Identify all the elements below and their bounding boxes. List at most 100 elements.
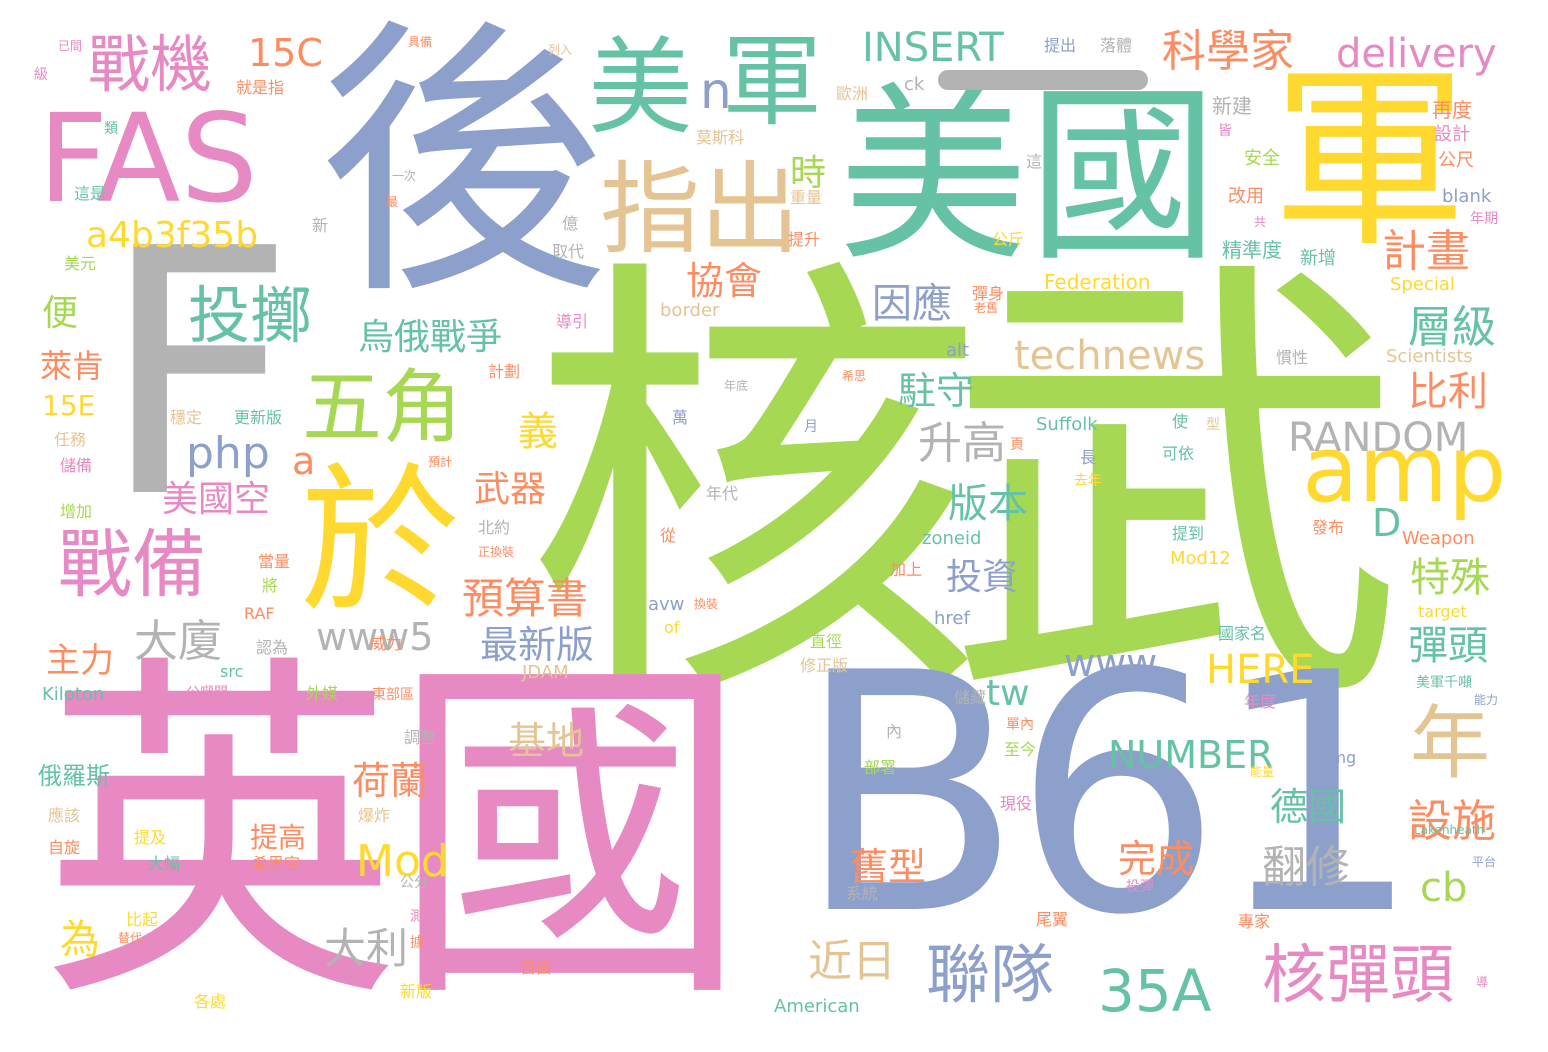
word: 類 — [104, 121, 118, 137]
word: alt — [946, 340, 970, 361]
word: 比利 — [1408, 369, 1488, 415]
word: technews — [1014, 333, 1206, 379]
word: 指出 — [600, 151, 800, 268]
word: 俄羅斯 — [38, 762, 110, 790]
word: 軍 — [722, 23, 822, 140]
word: 公分 — [400, 875, 428, 891]
word: 更新版 — [234, 408, 283, 427]
word: 協會 — [686, 259, 763, 303]
word: 替代 — [118, 931, 143, 945]
word: 使 — [1172, 412, 1189, 431]
word: 美軍千噸 — [1416, 675, 1472, 691]
word: Federation — [1044, 270, 1151, 294]
word: 預算書 — [462, 574, 589, 623]
word: 莫斯科 — [696, 128, 745, 147]
word: 億 — [562, 214, 579, 233]
word: 重量 — [790, 188, 823, 207]
word: 能力 — [1474, 693, 1499, 707]
word: img — [1326, 748, 1357, 767]
word: 測試 — [410, 909, 438, 925]
word: 公噸間 — [186, 685, 228, 701]
word: 35A — [1098, 957, 1212, 1025]
word: 自由 — [520, 958, 553, 977]
word: 提升 — [788, 230, 821, 249]
word: 級 — [34, 67, 48, 83]
word: 烏俄戰爭 — [358, 317, 503, 358]
word: 外媒 — [306, 684, 339, 703]
word: 主力 — [46, 641, 114, 681]
word: ck — [904, 74, 925, 95]
word: 投彈 — [1126, 879, 1154, 895]
word: www5 — [316, 615, 434, 659]
word: 當量 — [258, 552, 291, 571]
word: 近日 — [808, 936, 896, 987]
word: 年度 — [1244, 692, 1277, 711]
word: php — [186, 428, 270, 479]
word: 完成 — [1118, 837, 1195, 881]
word: 能量 — [1250, 765, 1275, 779]
word: border — [660, 300, 720, 321]
word: 應該 — [48, 806, 81, 825]
word: 預計 — [428, 455, 453, 469]
word: 頁 — [1010, 437, 1024, 453]
word: 核武 — [525, 224, 1405, 759]
word: 一次 — [392, 169, 417, 183]
word: 已間 — [58, 39, 83, 53]
word: 具備 — [408, 35, 433, 49]
word: Kiloton — [42, 684, 105, 705]
word: 比起 — [126, 910, 159, 929]
word: American — [774, 996, 860, 1017]
word: 駐守 — [898, 369, 975, 413]
word: 從 — [660, 526, 677, 545]
word: delivery — [1336, 31, 1497, 77]
word: Mod12 — [1170, 548, 1231, 569]
word: 舊型 — [850, 845, 927, 889]
word: target — [1418, 602, 1467, 621]
word: 換裝 — [694, 597, 719, 611]
word: 直徑 — [810, 632, 843, 651]
word: 任務 — [54, 430, 87, 449]
word: 美國空 — [162, 479, 271, 520]
word: 歐洲 — [836, 84, 869, 103]
word: 大利 — [324, 924, 409, 973]
word: src — [220, 662, 244, 681]
word: of — [664, 618, 680, 637]
word: 彈身 — [972, 284, 1005, 303]
word: 專家 — [1238, 912, 1271, 931]
word: 層級 — [1408, 302, 1496, 353]
word: 戰機 — [88, 28, 213, 101]
word: 荷蘭 — [352, 759, 429, 803]
word: INSERT — [862, 25, 1004, 71]
word: 聯隊 — [926, 939, 1054, 1013]
word: 義 — [518, 409, 558, 455]
word: 英國 — [40, 626, 750, 1045]
word: 希思空 — [252, 854, 301, 873]
word: 於 — [300, 448, 461, 635]
word: 尾翼 — [1036, 910, 1069, 929]
word: 落體 — [1100, 36, 1133, 55]
word: Weapon — [1402, 528, 1475, 549]
word: 最新版 — [480, 623, 595, 667]
word: 後 — [318, 0, 608, 333]
word: 長 — [1080, 448, 1097, 467]
word: tw — [986, 673, 1030, 714]
word: 因應 — [872, 281, 952, 327]
word: 至今 — [1004, 740, 1037, 759]
word: 提出 — [1044, 36, 1077, 55]
word: 軍 — [1272, 46, 1467, 273]
word: Special — [1390, 274, 1455, 295]
word: 便 — [42, 293, 79, 334]
word: 將 — [262, 576, 279, 595]
word: 現役 — [1000, 794, 1033, 813]
word: a — [292, 439, 316, 483]
word: 導 — [1476, 975, 1489, 989]
word: B61 — [796, 603, 1422, 987]
word: 各處 — [194, 992, 227, 1011]
word: 列入 — [548, 43, 573, 57]
word: 投資 — [946, 557, 1019, 598]
word: 精準度 — [1222, 238, 1282, 262]
word: 新 — [312, 216, 329, 235]
word: 核彈頭 — [1262, 939, 1454, 1013]
word: 改用 — [1228, 186, 1264, 207]
word: 新版 — [400, 982, 433, 1001]
